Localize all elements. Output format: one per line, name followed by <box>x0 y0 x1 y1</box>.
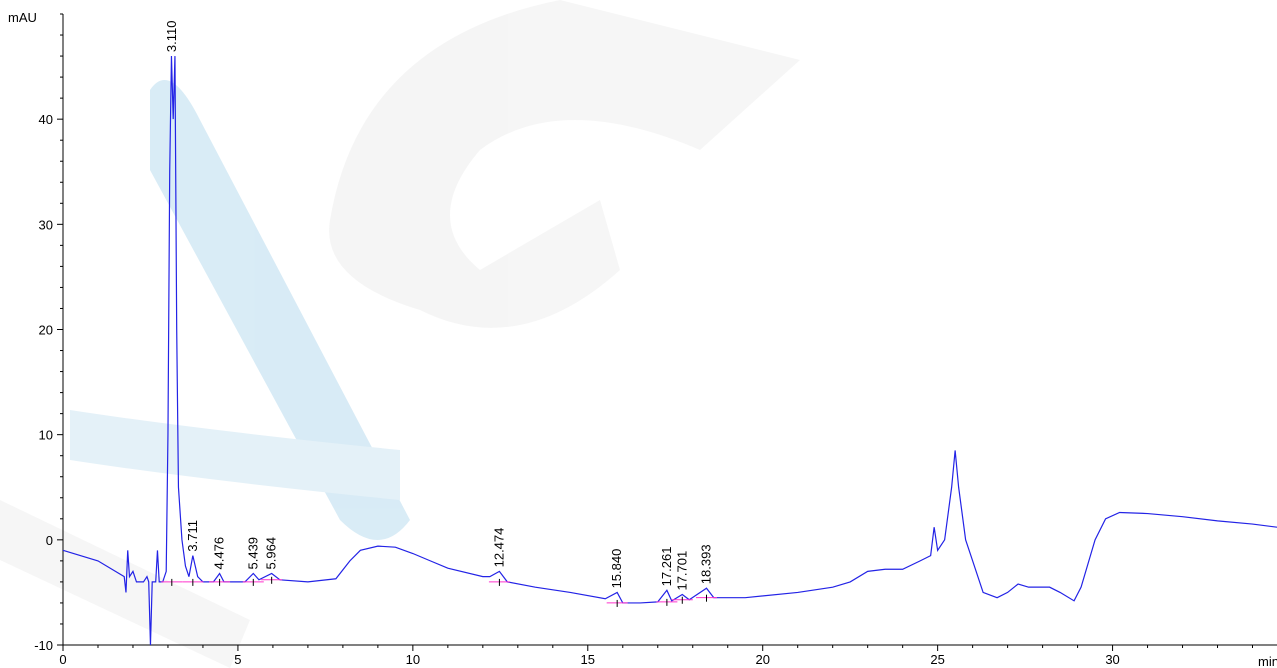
y-tick-label: 0 <box>46 533 53 548</box>
x-tick-label: 10 <box>406 652 420 667</box>
peak-label: 3.711 <box>185 520 200 552</box>
peak-label: 3.110 <box>164 20 179 52</box>
peak-label: 12.474 <box>491 528 506 568</box>
peak-label: 5.439 <box>245 537 260 570</box>
x-tick-label: 30 <box>1105 652 1119 667</box>
y-tick-label: 10 <box>39 428 53 443</box>
x-tick-label: 5 <box>234 652 241 667</box>
peak-label: 5.964 <box>264 537 279 570</box>
watermark-shape <box>150 80 410 540</box>
y-axis-label: mAU <box>8 10 37 25</box>
x-tick-label: 25 <box>930 652 944 667</box>
x-tick-label: 0 <box>59 652 66 667</box>
x-tick-label: 15 <box>581 652 595 667</box>
peak-label: 18.393 <box>698 544 713 584</box>
peak-label: 4.476 <box>212 537 227 570</box>
watermark-shape <box>70 410 400 500</box>
x-axis-label: min <box>1258 654 1277 668</box>
y-tick-label: 30 <box>39 217 53 232</box>
watermark-shape <box>329 0 800 328</box>
x-tick-label: 20 <box>755 652 769 667</box>
y-tick-label: -10 <box>34 638 53 653</box>
y-tick-label: 20 <box>39 323 53 338</box>
peak-label: 15.840 <box>609 549 624 589</box>
peak-label: 17.701 <box>674 551 689 591</box>
peak-label: 17.261 <box>659 547 674 587</box>
y-tick-label: 40 <box>39 112 53 127</box>
signal-trace <box>62 56 1277 646</box>
